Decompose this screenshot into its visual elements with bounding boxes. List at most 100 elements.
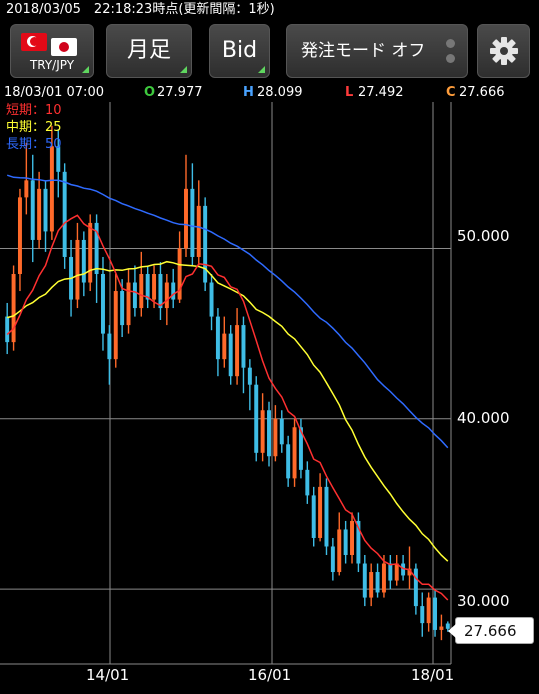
candle-body	[241, 325, 246, 368]
candle-body	[88, 222, 93, 283]
ma-legend: 短期：10 中期：25 長期：50	[6, 102, 62, 153]
candle	[433, 589, 438, 637]
candle	[362, 555, 367, 607]
price-type-button[interactable]: Bid	[209, 24, 270, 78]
candle	[139, 251, 144, 317]
candle	[228, 325, 233, 385]
candlestick-chart[interactable]	[0, 102, 539, 694]
candle-body	[298, 427, 303, 470]
candle-body	[369, 572, 374, 598]
close-key: C	[446, 85, 456, 100]
y-tick-label: 40.000	[457, 409, 510, 427]
candle-body	[362, 563, 367, 598]
candle	[241, 316, 246, 394]
x-tick-label: 18/01	[411, 666, 455, 684]
candle-body	[273, 418, 278, 457]
candle	[324, 478, 329, 556]
x-tick-label: 16/01	[248, 666, 292, 684]
dropdown-corner-icon	[258, 66, 265, 73]
period-button[interactable]: 月足	[106, 24, 192, 78]
candle-body	[113, 291, 118, 360]
period-label: 月足	[126, 38, 171, 63]
candle-body	[5, 316, 10, 343]
currency-pair-button[interactable]: TRY/JPY	[10, 24, 94, 78]
candle-body	[17, 197, 22, 275]
candle-body	[126, 282, 131, 326]
candle-body	[318, 486, 323, 538]
candle-body	[177, 248, 182, 300]
open-value: 27.977	[157, 85, 203, 100]
candle	[286, 435, 291, 487]
x-tick-label: 14/01	[86, 666, 130, 684]
candle-body	[11, 274, 16, 343]
toolbar: TRY/JPY 月足 Bid 発注モード オフ	[0, 20, 539, 84]
candle	[292, 418, 297, 487]
candle	[43, 180, 48, 252]
candle-body	[94, 222, 99, 275]
toggle-dot-icon	[446, 39, 455, 48]
japan-flag-icon	[51, 38, 77, 56]
candle-body	[394, 563, 399, 581]
candle-body	[350, 520, 355, 556]
high-value: 28.099	[257, 85, 303, 100]
last-price-tag: 27.666	[448, 617, 534, 644]
candle	[81, 231, 86, 297]
low-value: 27.492	[358, 85, 404, 100]
candle-body	[413, 568, 418, 607]
candle-body	[215, 316, 220, 360]
candle	[267, 401, 271, 467]
candle	[318, 473, 323, 542]
candle	[350, 512, 355, 564]
candle	[75, 222, 80, 309]
candle-body	[324, 486, 329, 547]
candle-body	[152, 274, 157, 300]
candle-body	[132, 282, 137, 309]
candle-body	[100, 274, 105, 334]
candle-body	[420, 606, 425, 624]
candle	[190, 163, 195, 266]
candle	[107, 325, 112, 385]
candle-body	[401, 563, 406, 576]
dropdown-corner-icon	[82, 66, 89, 73]
candle-body	[107, 333, 112, 360]
candle-body	[254, 384, 259, 453]
candle	[62, 163, 67, 269]
candle-body	[62, 171, 67, 257]
candle-body	[356, 520, 361, 564]
candle-body	[56, 146, 61, 172]
candle	[152, 265, 157, 309]
candle-body	[209, 282, 214, 317]
candle	[330, 537, 335, 581]
candle	[369, 563, 374, 607]
candle	[215, 308, 220, 377]
candle-body	[171, 282, 176, 300]
candle-body	[43, 188, 48, 232]
candle-body	[330, 546, 335, 573]
candle	[11, 265, 16, 351]
y-tick-label: 50.000	[457, 227, 510, 245]
order-mode-toggle[interactable]: 発注モード オフ	[286, 24, 468, 78]
candle	[394, 555, 399, 586]
candle-body	[439, 626, 444, 630]
candle-body	[292, 427, 297, 479]
candle-body	[433, 597, 438, 630]
candle	[30, 154, 35, 263]
candle-body	[286, 444, 291, 479]
long-ma-line	[6, 174, 449, 449]
candle	[413, 563, 418, 615]
candle-body	[203, 205, 208, 283]
candle-body	[426, 597, 431, 624]
dropdown-corner-icon	[180, 66, 187, 73]
candle	[247, 359, 252, 411]
candle	[235, 308, 240, 385]
open-key: O	[144, 85, 156, 100]
candle	[337, 512, 342, 576]
candle	[298, 418, 303, 479]
ohlc-bar: 18/03/01 07:00 O 27.977 H 28.099 L 27.49…	[0, 84, 539, 102]
settings-button[interactable]	[477, 24, 530, 78]
candle-body	[139, 274, 144, 309]
candle-body	[267, 410, 271, 457]
toggle-dot-icon	[446, 54, 455, 63]
candle	[184, 154, 188, 257]
candle	[407, 546, 412, 590]
